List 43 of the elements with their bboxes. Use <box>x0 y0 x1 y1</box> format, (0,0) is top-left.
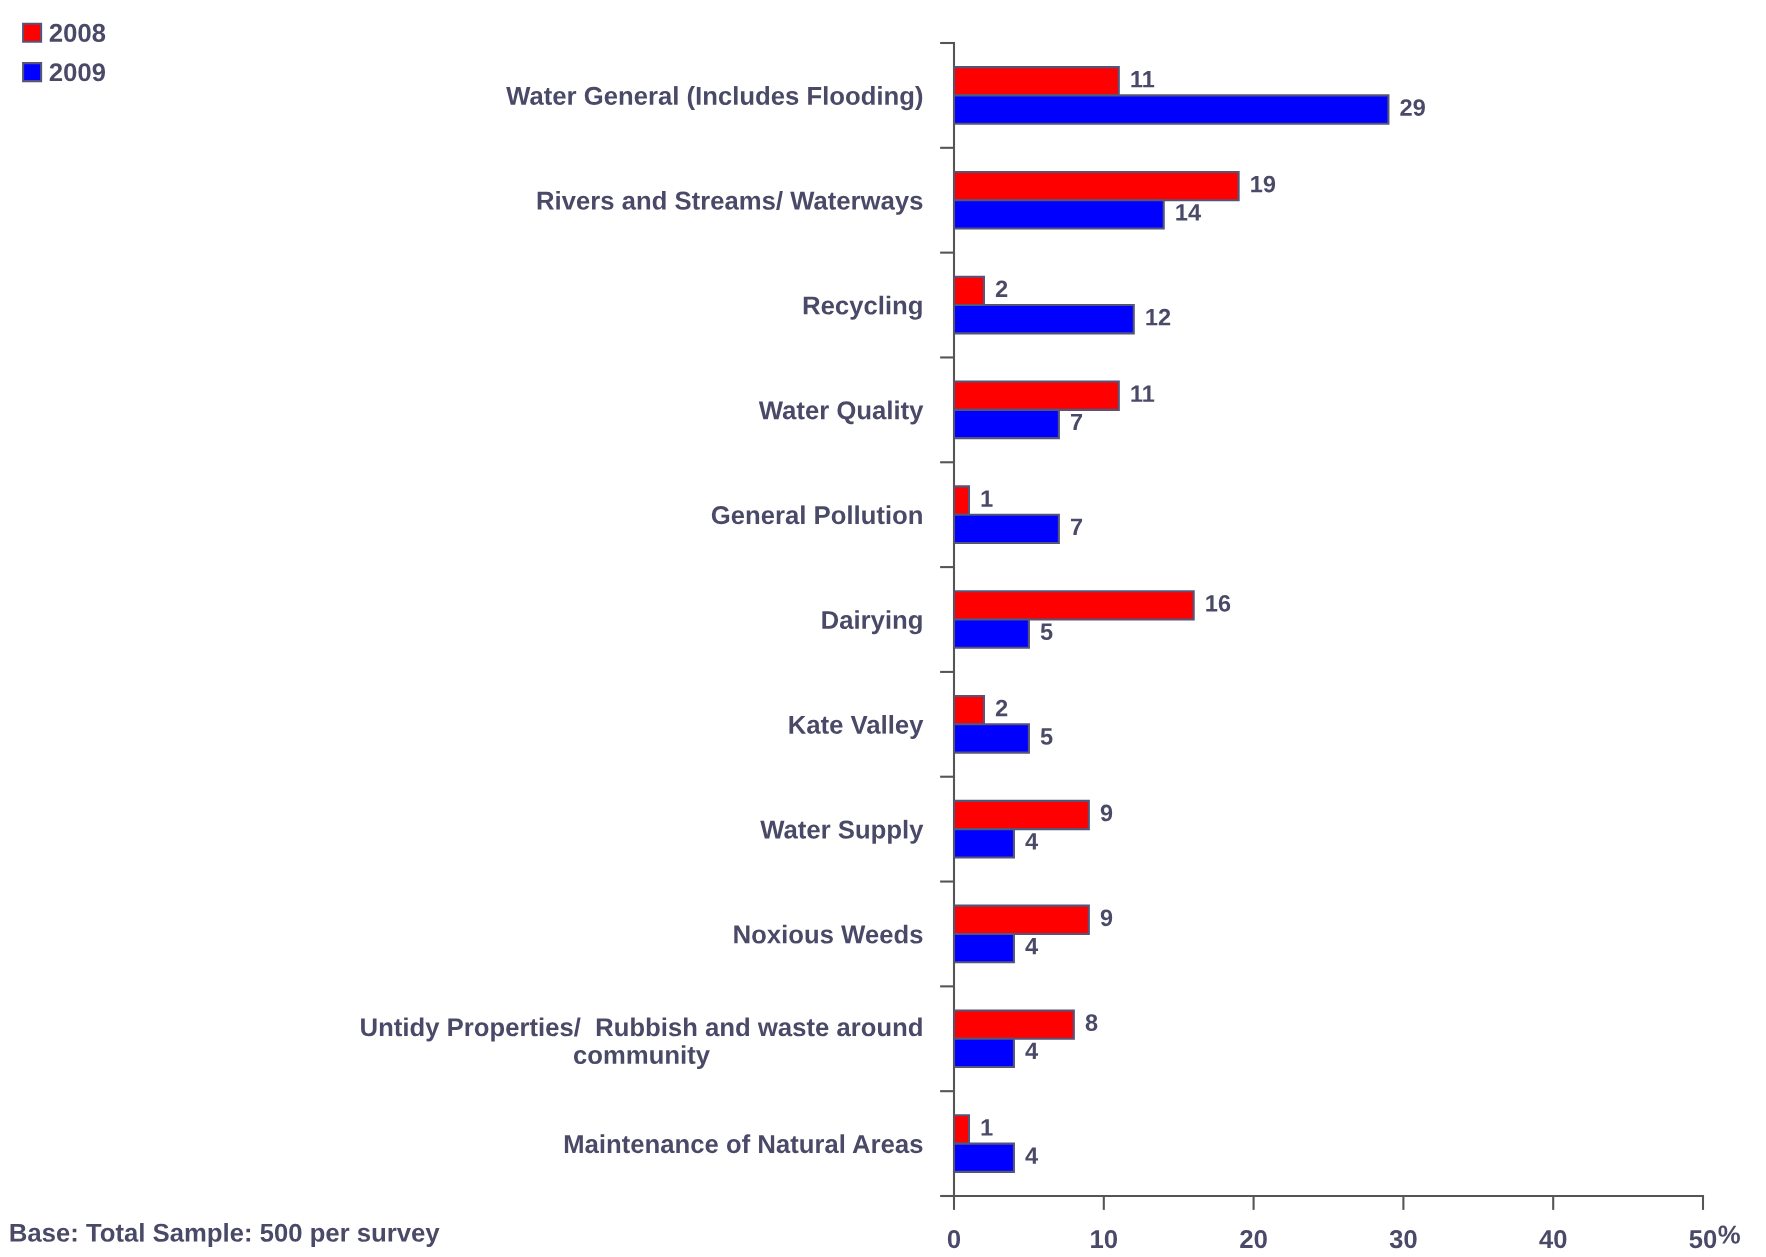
x-tick-label: 0 <box>947 1230 961 1249</box>
y-tick-label: Water Supply <box>760 819 924 844</box>
data-label: 7 <box>1070 413 1083 431</box>
data-label: 5 <box>1040 623 1053 640</box>
data-label: 16 <box>1206 594 1231 612</box>
y-tick-label: Kate Valley <box>789 715 924 739</box>
data-label: 2 <box>995 280 1008 297</box>
x-tick-label: 40 <box>1539 1230 1567 1249</box>
y-tick-label: General Pollution <box>711 505 922 525</box>
data-label: 9 <box>1100 804 1113 822</box>
data-label: 9 <box>1100 909 1113 927</box>
data-label: 4 <box>1025 937 1039 955</box>
data-label: 19 <box>1251 175 1276 193</box>
text: Base: Total Sample: 500 per survey <box>10 1222 440 1247</box>
x-tick-label: 20 <box>1240 1230 1267 1249</box>
data-label: 1 <box>981 490 993 507</box>
data-label: 8 <box>1085 1014 1098 1031</box>
data-label: 4 <box>1025 833 1039 850</box>
data-label: 4 <box>1025 1042 1039 1060</box>
data-label: 4 <box>1025 1147 1039 1164</box>
data-label: 2 <box>995 699 1008 717</box>
data-label: 7 <box>1070 518 1083 535</box>
y-tick-label: Noxious Weeds <box>734 924 923 944</box>
data-label: 5 <box>1040 728 1053 745</box>
y-tick-label: Rivers and Streams/ Waterways <box>537 190 923 215</box>
x-tick-label: 50 <box>1689 1230 1717 1249</box>
data-label: 11 <box>1131 385 1155 402</box>
y-tick-label: Water Quality <box>758 400 924 425</box>
y-tick-label: Maintenance of Natural Areas <box>564 1134 923 1154</box>
data-label: 12 <box>1146 308 1171 326</box>
x-tick-label: 30 <box>1389 1230 1417 1249</box>
y-tick-label: Dairying <box>822 610 922 635</box>
data-label: 1 <box>981 1119 993 1136</box>
legend-label: 2009 <box>49 63 106 82</box>
legend-label: 2008 <box>49 23 106 42</box>
data-label: 14 <box>1176 204 1201 221</box>
y-tick-label: Water General (Includes Flooding) <box>506 86 923 111</box>
y-tick-label: Recycling <box>803 295 922 320</box>
data-label: 29 <box>1400 99 1425 116</box>
x-axis-title: % <box>1718 1225 1740 1244</box>
y-tick-label: Untidy Properties/ Rubbish and waste around community <box>361 1017 922 1070</box>
x-tick-label: 10 <box>1091 1230 1118 1249</box>
data-label: 11 <box>1131 71 1155 88</box>
